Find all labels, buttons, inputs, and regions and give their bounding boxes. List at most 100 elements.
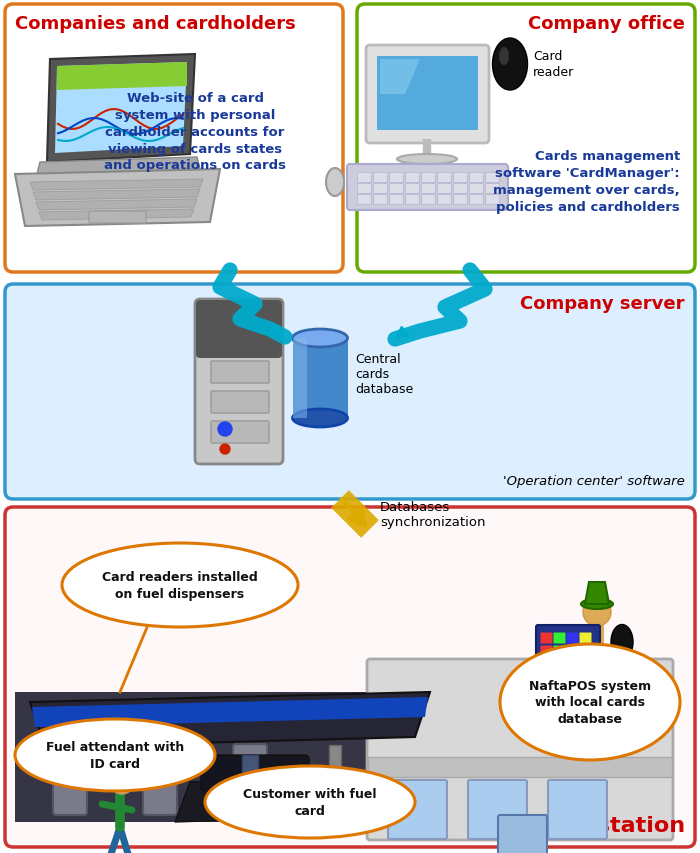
FancyBboxPatch shape	[454, 184, 468, 194]
FancyBboxPatch shape	[5, 285, 695, 499]
FancyBboxPatch shape	[486, 195, 500, 206]
Bar	[59, 746, 71, 810]
FancyBboxPatch shape	[438, 173, 452, 183]
FancyBboxPatch shape	[211, 362, 269, 384]
FancyBboxPatch shape	[566, 646, 578, 657]
FancyBboxPatch shape	[357, 5, 695, 273]
Text: Central
cards
database: Central cards database	[355, 353, 413, 396]
Text: NaftaPOS system
with local cards
database: NaftaPOS system with local cards databas…	[529, 679, 651, 725]
Ellipse shape	[493, 39, 528, 91]
FancyBboxPatch shape	[389, 195, 403, 206]
Ellipse shape	[293, 409, 347, 427]
Polygon shape	[57, 63, 187, 91]
Polygon shape	[47, 55, 195, 163]
Polygon shape	[30, 692, 430, 747]
Ellipse shape	[500, 644, 680, 760]
FancyBboxPatch shape	[566, 633, 578, 644]
Text: Company office: Company office	[528, 15, 685, 33]
Text: Cards management
software 'CardManager':
management over cards,
policies and car: Cards management software 'CardManager':…	[494, 150, 680, 214]
Text: 'Operation center' software: 'Operation center' software	[503, 474, 685, 487]
Bar	[152, 755, 168, 777]
Polygon shape	[36, 200, 197, 211]
Text: Companies and cardholders: Companies and cardholders	[15, 15, 296, 33]
FancyBboxPatch shape	[374, 173, 388, 183]
FancyBboxPatch shape	[211, 392, 269, 414]
Ellipse shape	[102, 550, 128, 590]
Circle shape	[110, 770, 134, 794]
FancyBboxPatch shape	[421, 184, 435, 194]
FancyBboxPatch shape	[405, 195, 419, 206]
FancyBboxPatch shape	[367, 659, 673, 840]
FancyBboxPatch shape	[374, 195, 388, 206]
Bar	[149, 746, 161, 810]
FancyBboxPatch shape	[358, 195, 372, 206]
Text: Company server: Company server	[521, 294, 685, 313]
Polygon shape	[33, 189, 200, 200]
Polygon shape	[32, 697, 428, 727]
FancyBboxPatch shape	[389, 184, 403, 194]
Polygon shape	[15, 170, 220, 227]
FancyBboxPatch shape	[389, 173, 403, 183]
FancyBboxPatch shape	[5, 5, 343, 273]
FancyBboxPatch shape	[470, 184, 484, 194]
FancyBboxPatch shape	[143, 744, 177, 815]
Bar	[293, 339, 348, 419]
FancyBboxPatch shape	[421, 195, 435, 206]
FancyBboxPatch shape	[540, 646, 552, 657]
FancyBboxPatch shape	[89, 212, 146, 223]
FancyBboxPatch shape	[554, 659, 566, 670]
FancyBboxPatch shape	[211, 421, 269, 444]
FancyBboxPatch shape	[540, 633, 552, 644]
FancyBboxPatch shape	[438, 195, 452, 206]
Polygon shape	[380, 60, 420, 95]
FancyBboxPatch shape	[374, 184, 388, 194]
FancyBboxPatch shape	[347, 165, 508, 211]
Bar	[239, 746, 251, 810]
FancyBboxPatch shape	[405, 173, 419, 183]
Polygon shape	[37, 158, 200, 175]
FancyBboxPatch shape	[233, 744, 267, 815]
Bar	[15, 692, 435, 822]
FancyBboxPatch shape	[388, 780, 447, 839]
FancyBboxPatch shape	[554, 646, 566, 657]
Text: Web-site of a card
system with personal
cardholder accounts for
viewing of cards: Web-site of a card system with personal …	[104, 91, 286, 172]
Polygon shape	[175, 777, 320, 822]
FancyBboxPatch shape	[540, 659, 552, 670]
FancyBboxPatch shape	[366, 46, 489, 144]
Polygon shape	[368, 757, 672, 777]
Ellipse shape	[397, 154, 457, 165]
Ellipse shape	[499, 48, 509, 66]
FancyBboxPatch shape	[580, 633, 592, 644]
Ellipse shape	[611, 624, 633, 659]
Ellipse shape	[205, 766, 415, 838]
Bar	[293, 339, 307, 419]
FancyBboxPatch shape	[358, 173, 372, 183]
Polygon shape	[30, 180, 203, 191]
Circle shape	[218, 422, 232, 437]
FancyBboxPatch shape	[201, 755, 309, 791]
FancyBboxPatch shape	[470, 195, 484, 206]
FancyBboxPatch shape	[468, 780, 527, 839]
Bar	[242, 755, 258, 777]
Text: Databases
synchronization: Databases synchronization	[380, 501, 486, 528]
FancyBboxPatch shape	[53, 744, 87, 815]
Circle shape	[583, 598, 611, 626]
Polygon shape	[55, 63, 187, 154]
Ellipse shape	[62, 543, 298, 627]
FancyBboxPatch shape	[566, 659, 578, 670]
FancyBboxPatch shape	[498, 815, 547, 853]
FancyBboxPatch shape	[470, 173, 484, 183]
FancyBboxPatch shape	[438, 184, 452, 194]
Text: Customer with fuel
card: Customer with fuel card	[243, 787, 377, 817]
Ellipse shape	[326, 169, 344, 197]
FancyBboxPatch shape	[454, 173, 468, 183]
FancyBboxPatch shape	[536, 625, 600, 677]
Polygon shape	[39, 210, 194, 221]
FancyBboxPatch shape	[405, 184, 419, 194]
Text: Card readers installed
on fuel dispensers: Card readers installed on fuel dispenser…	[102, 571, 258, 600]
FancyBboxPatch shape	[486, 173, 500, 183]
FancyBboxPatch shape	[548, 780, 607, 839]
Bar	[377, 57, 478, 131]
FancyBboxPatch shape	[196, 300, 282, 358]
Text: Fuel attendant with
ID card: Fuel attendant with ID card	[46, 740, 184, 770]
